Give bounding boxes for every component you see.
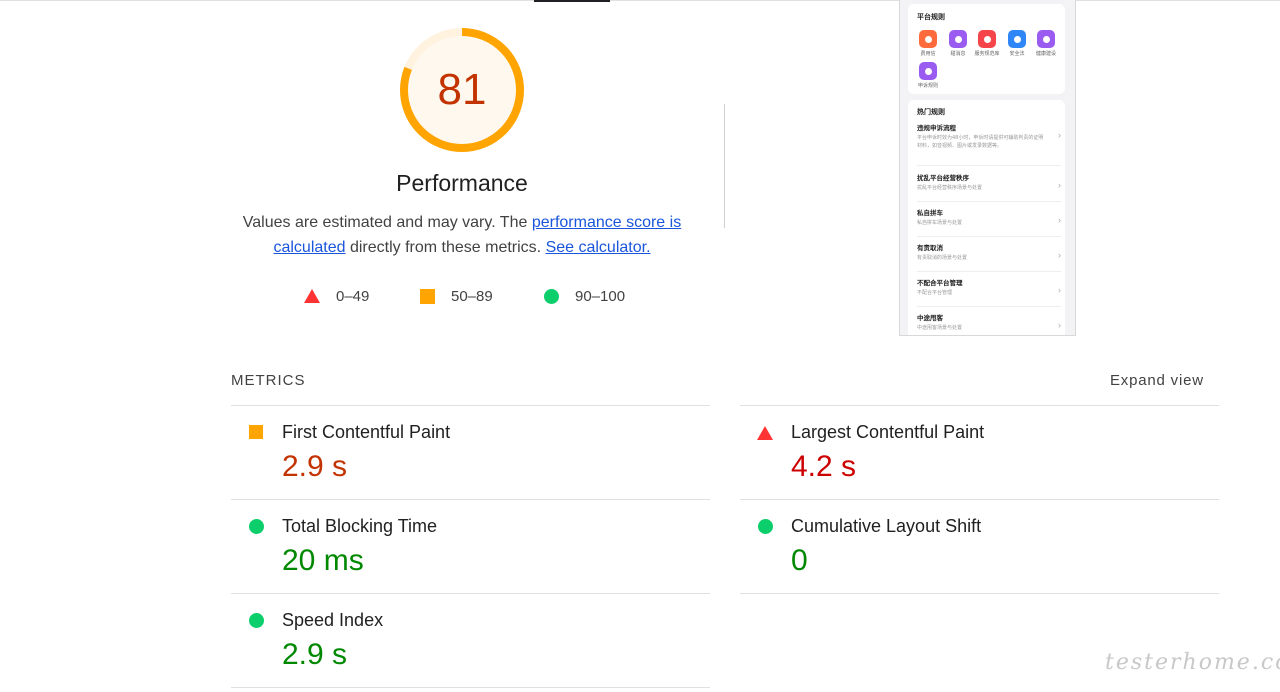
list-item: 违规申诉流程 平台申诉时效为48小时，申诉时请提供可辅助判责的证明材料，如音视频…	[917, 122, 1061, 166]
list-item-subtitle: 平台申诉时效为48小时，申诉时请提供可辅助判责的证明材料，如音视频、图片或发录数…	[917, 135, 1044, 149]
metric-name: Cumulative Layout Shift	[791, 516, 982, 536]
green-circle-icon	[249, 613, 264, 628]
metric-divider	[231, 593, 710, 594]
fee-icon	[919, 30, 937, 48]
thumbnail-section-title: 热门规则	[917, 108, 945, 116]
metric-value: 20 ms	[282, 544, 364, 577]
performance-score-link[interactable]: performance score is calculated	[273, 214, 682, 256]
description-text: Values are estimated and may vary. The	[242, 214, 532, 231]
watermark: testerhome.com	[1105, 650, 1280, 675]
legend-item-average: 50–89	[420, 284, 493, 308]
list-item: 中途甩客 中途甩客场景与处置 ›	[917, 312, 1061, 335]
green-circle-icon	[544, 288, 559, 304]
metric-divider	[231, 405, 710, 406]
green-circle-icon	[249, 519, 264, 534]
metric-divider	[231, 687, 710, 688]
legend-range: 50–89	[451, 287, 493, 305]
performance-score-value: 81	[437, 65, 487, 114]
legend-range: 90–100	[575, 287, 626, 305]
chevron-right-icon: ›	[1058, 250, 1061, 260]
green-circle-icon	[758, 519, 773, 534]
thumbnail-icon-label: 健康建设	[1035, 51, 1056, 57]
chevron-right-icon: ›	[1058, 130, 1061, 140]
chevron-right-icon: ›	[1058, 180, 1061, 190]
chevron-right-icon: ›	[1058, 320, 1061, 330]
metric-total-blocking-time: Total Blocking Time 20 ms	[231, 500, 691, 594]
list-item: 扰乱平台经营秩序 扰乱平台经营秩序场景与处置 ›	[917, 172, 1061, 202]
list-item-subtitle: 扰乱平台经营秩序场景与处置	[917, 185, 983, 191]
metric-value: 4.2 s	[791, 450, 857, 483]
list-item-title: 中途甩客	[917, 314, 943, 322]
list-item-title: 私自拼车	[917, 209, 943, 217]
list-item-subtitle: 有责取消的场景与处置	[917, 255, 968, 261]
red-triangle-icon	[304, 289, 320, 303]
orange-square-icon	[420, 288, 435, 304]
thumbnail-icon-label: 服务规范库	[974, 51, 1000, 57]
metric-largest-contentful-paint: Largest Contentful Paint 4.2 s	[740, 406, 1200, 500]
metric-divider	[740, 593, 1219, 594]
metrics-heading: METRICS	[231, 372, 306, 389]
shield-icon	[1008, 30, 1026, 48]
list-item-subtitle: 中途甩客场景与处置	[917, 325, 963, 331]
thumbnail-icon-label: 安全法	[1009, 51, 1025, 57]
chevron-right-icon: ›	[1058, 215, 1061, 225]
list-item-title: 不配合平台管理	[917, 279, 963, 287]
appeal-icon	[919, 62, 937, 80]
top-border	[0, 0, 1280, 1]
performance-score-gauge: 81	[398, 26, 526, 154]
legend-range: 0–49	[336, 287, 370, 305]
metric-speed-index: Speed Index 2.9 s	[231, 594, 691, 688]
gauge-arc	[400, 28, 524, 152]
list-item-subtitle: 不配合平台管理	[917, 290, 953, 296]
legend-item-pass: 90–100	[544, 284, 625, 308]
metric-divider	[740, 499, 1219, 500]
metric-value: 0	[791, 544, 808, 577]
metric-first-contentful-paint: First Contentful Paint 2.9 s	[231, 406, 691, 500]
metric-name: Total Blocking Time	[282, 516, 438, 536]
health-icon	[1037, 30, 1055, 48]
orange-square-icon	[249, 425, 263, 439]
metric-value: 2.9 s	[282, 638, 348, 671]
metric-cumulative-layout-shift: Cumulative Layout Shift 0	[740, 500, 1200, 594]
list-item-subtitle: 私自拼车场景与处置	[917, 220, 963, 226]
list-item-title: 有责取消	[917, 244, 943, 252]
thumbnail-icon-label: 费用信	[920, 51, 936, 57]
list-item-title: 扰乱平台经营秩序	[917, 174, 969, 182]
expand-view-toggle[interactable]: Expand view	[1110, 372, 1204, 389]
metric-name: Largest Contentful Paint	[791, 422, 985, 442]
list-item: 私自拼车 私自拼车场景与处置 ›	[917, 207, 1061, 237]
score-legend: 0–49 50–89 90–100	[300, 284, 640, 308]
metric-name: Speed Index	[282, 610, 384, 630]
metric-name: First Contentful Paint	[282, 422, 451, 442]
metric-divider	[231, 499, 710, 500]
thumbnail-icon-label: 申诉规则	[917, 83, 938, 89]
thumbnail-section-title: 平台规则	[917, 13, 945, 21]
thumbnail-rules-card: 平台规则 费用信 甜消息 服务规范库 安全法 健康建设 申诉规则	[908, 4, 1065, 94]
legend-item-fail: 0–49	[304, 284, 369, 308]
description-text-middle: directly from these metrics.	[345, 239, 546, 256]
metric-value: 2.9 s	[282, 450, 348, 483]
final-screenshot-thumbnail[interactable]: 平台规则 费用信 甜消息 服务规范库 安全法 健康建设 申诉规则 热门规则 违规…	[899, 0, 1076, 336]
list-item: 不配合平台管理 不配合平台管理 ›	[917, 277, 1061, 307]
thumbnail-icon-label: 甜消息	[950, 51, 966, 57]
active-tab-indicator	[534, 0, 610, 2]
metric-divider	[740, 405, 1219, 406]
performance-label: Performance	[396, 170, 528, 196]
score-description: Values are estimated and may vary. The p…	[240, 210, 684, 260]
thumbnail-hot-rules-card: 热门规则 违规申诉流程 平台申诉时效为48小时，申诉时请提供可辅助判责的证明材料…	[908, 100, 1065, 335]
message-icon	[949, 30, 967, 48]
list-item-title: 违规申诉流程	[917, 124, 956, 132]
list-item: 有责取消 有责取消的场景与处置 ›	[917, 242, 1061, 272]
service-icon	[978, 30, 996, 48]
see-calculator-link[interactable]: See calculator.	[545, 239, 651, 256]
chevron-right-icon: ›	[1058, 285, 1061, 295]
red-triangle-icon	[757, 426, 773, 440]
vertical-divider	[724, 104, 725, 228]
